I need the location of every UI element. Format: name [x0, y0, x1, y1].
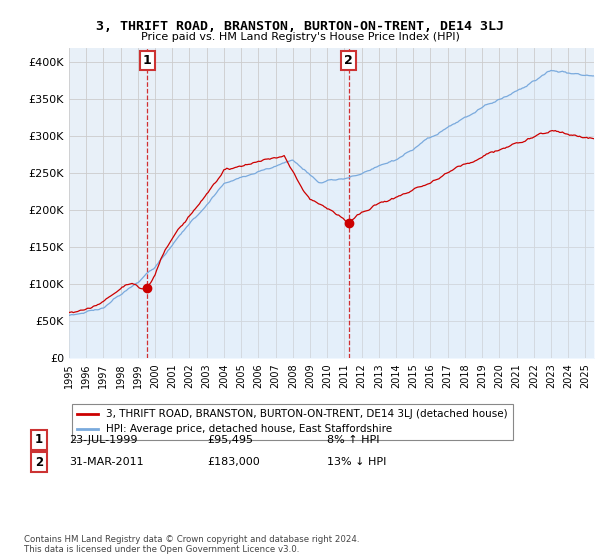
Text: 1: 1 — [143, 54, 152, 67]
Text: Contains HM Land Registry data © Crown copyright and database right 2024.
This d: Contains HM Land Registry data © Crown c… — [24, 535, 359, 554]
Text: Price paid vs. HM Land Registry's House Price Index (HPI): Price paid vs. HM Land Registry's House … — [140, 32, 460, 43]
Text: 3, THRIFT ROAD, BRANSTON, BURTON-ON-TRENT, DE14 3LJ: 3, THRIFT ROAD, BRANSTON, BURTON-ON-TREN… — [96, 20, 504, 32]
Legend: 3, THRIFT ROAD, BRANSTON, BURTON-ON-TRENT, DE14 3LJ (detached house), HPI: Avera: 3, THRIFT ROAD, BRANSTON, BURTON-ON-TREN… — [71, 404, 513, 440]
Text: £95,495: £95,495 — [207, 435, 253, 445]
Text: 13% ↓ HPI: 13% ↓ HPI — [327, 457, 386, 467]
Text: £183,000: £183,000 — [207, 457, 260, 467]
Text: 2: 2 — [344, 54, 353, 67]
Text: 8% ↑ HPI: 8% ↑ HPI — [327, 435, 380, 445]
Text: 2: 2 — [35, 455, 43, 469]
Text: 23-JUL-1999: 23-JUL-1999 — [69, 435, 137, 445]
Text: 31-MAR-2011: 31-MAR-2011 — [69, 457, 143, 467]
Text: 1: 1 — [35, 433, 43, 446]
